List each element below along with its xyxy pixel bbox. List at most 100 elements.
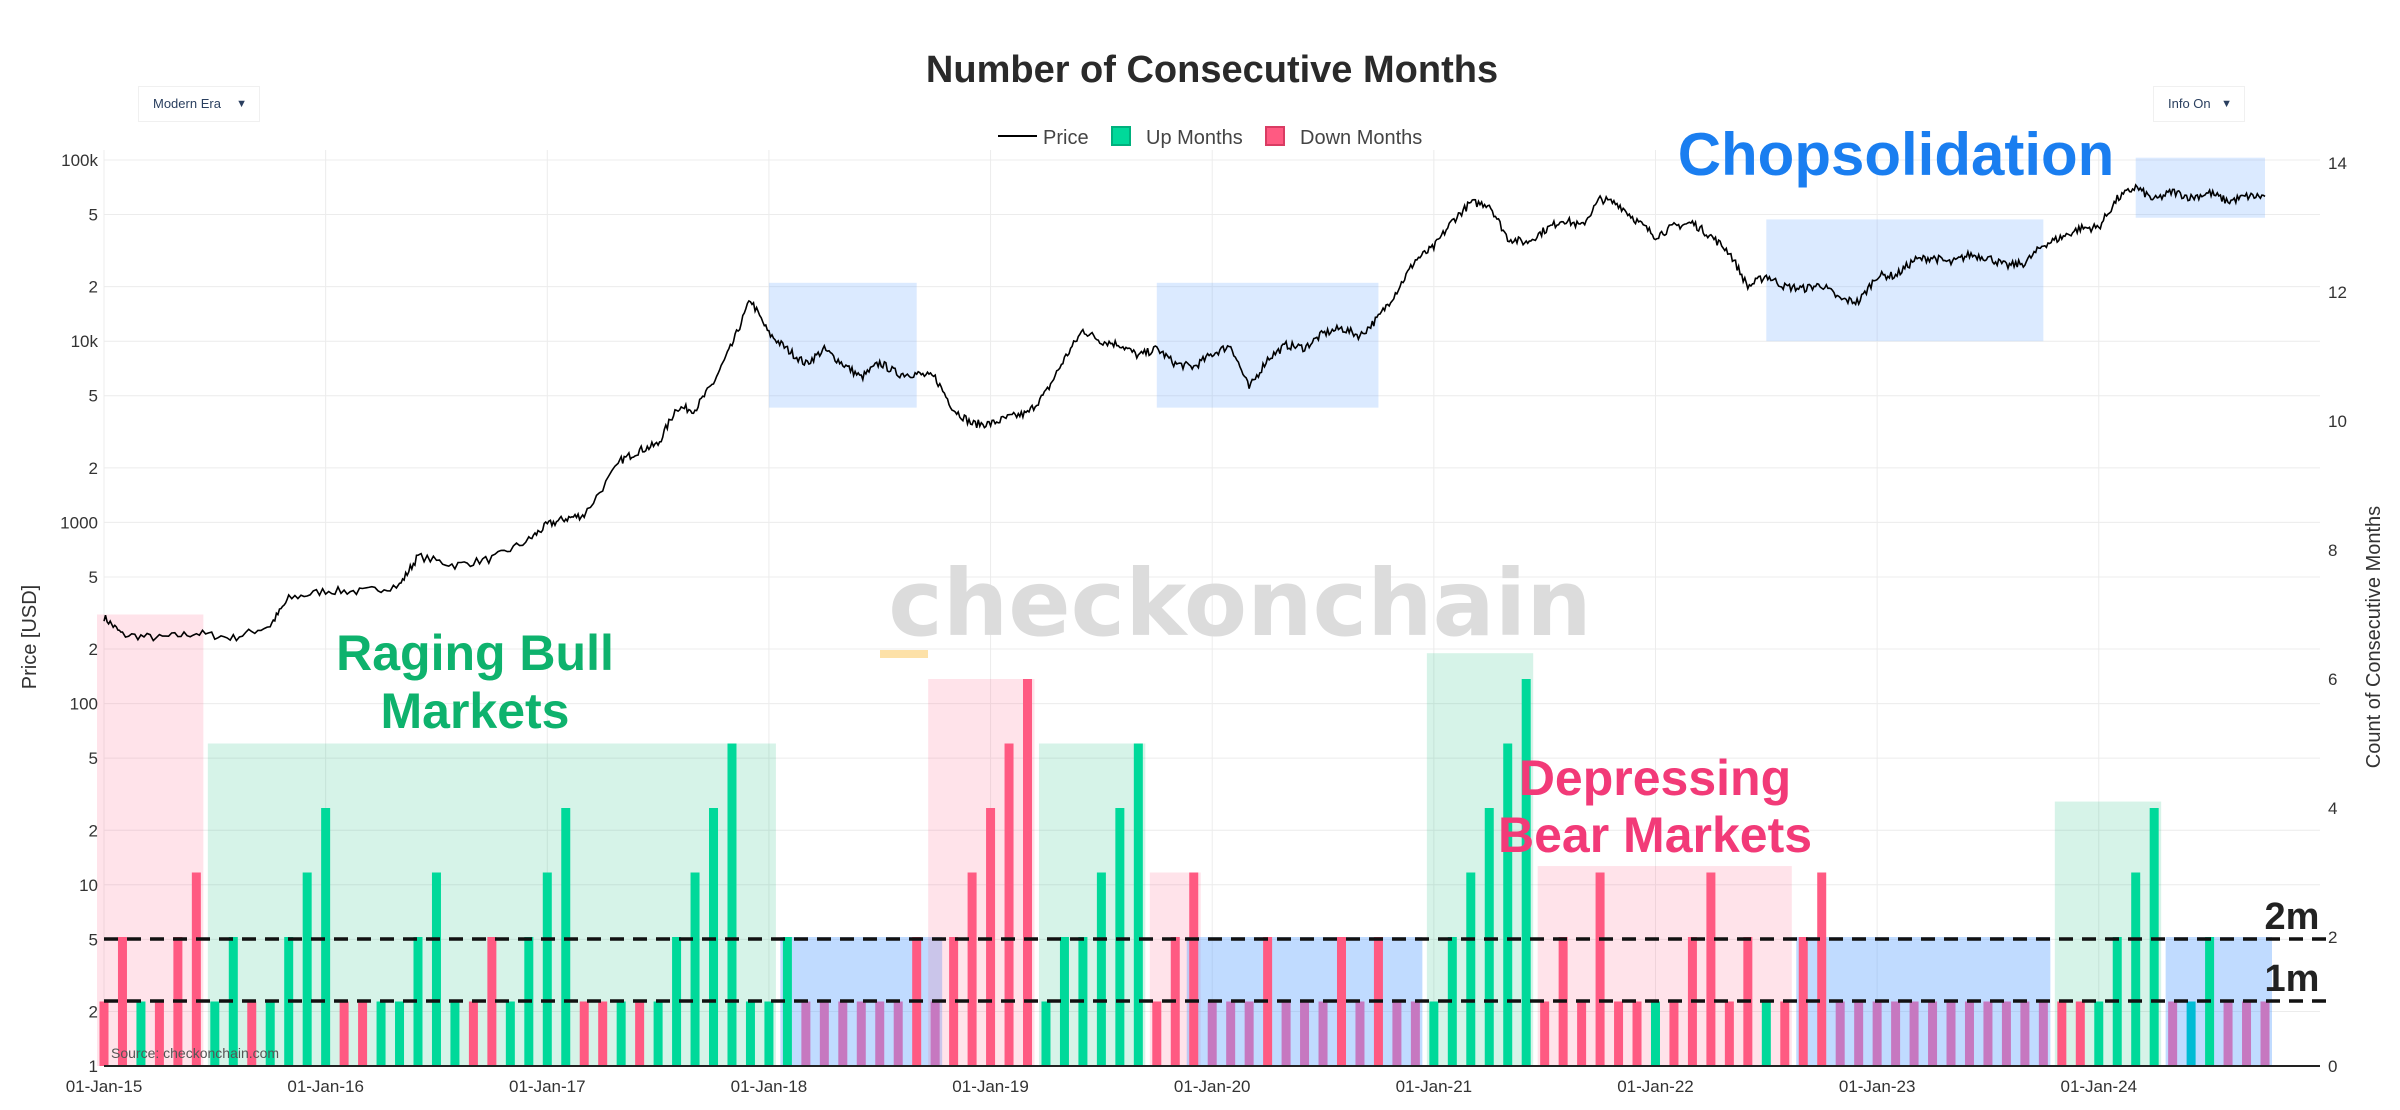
annotation-raging-bull-line1: Raging Bull [336, 625, 614, 681]
bar-up-2018-02 [782, 937, 792, 1066]
bar-down-2019-02 [1004, 743, 1014, 1066]
regime-zone-bear [928, 679, 1035, 1066]
x-tick-label: 01-Jan-18 [731, 1077, 808, 1096]
y-left-tick-label: 2 [89, 1002, 98, 1021]
bar-down-2015-04 [154, 1001, 164, 1066]
bar-down-2016-10 [487, 937, 497, 1066]
bar-down-2022-04 [1706, 872, 1716, 1066]
bar-up-2016-05 [395, 1001, 405, 1066]
bar-down-2021-12 [1632, 1001, 1642, 1066]
bar-down-2022-12 [1854, 1001, 1864, 1066]
bar-up-2021-03 [1466, 872, 1476, 1066]
bar-down-2019-12 [1189, 872, 1199, 1066]
legend: Price Up Months Down Months [998, 126, 1422, 149]
y-right-tick-label: 0 [2328, 1057, 2337, 1076]
bar-down-2020-09 [1355, 1001, 1365, 1066]
bar-up-2019-04 [1041, 1001, 1051, 1066]
bar-down-2016-03 [358, 1001, 368, 1066]
bar-down-2023-09 [2020, 1001, 2030, 1066]
legend-price-label[interactable]: Price [1043, 127, 1089, 149]
bar-up-2015-07 [210, 1001, 220, 1066]
bar-down-2017-06 [635, 1001, 645, 1066]
bar-down-2023-01 [1872, 1001, 1882, 1066]
chart-title: Number of Consecutive Months [926, 49, 1498, 91]
bar-down-2022-09 [1798, 937, 1808, 1066]
y-left-tick-labels: 1 2 5 10 2 5 100 2 5 1000 2 5 10k 2 5 100k [60, 151, 98, 1076]
bar-up-2017-02 [561, 808, 571, 1066]
bar-down-2015-06 [191, 872, 201, 1066]
y-left-tick-label: 5 [89, 749, 98, 768]
legend-down-label[interactable]: Down Months [1300, 127, 1422, 149]
chevron-down-icon: ▼ [236, 98, 247, 110]
annotation-depressing-bear-line2: Bear Markets [1498, 807, 1812, 863]
y-left-tick-label: 5 [89, 568, 98, 587]
bar-down-2022-10 [1817, 872, 1827, 1066]
regime-zone-bull [1038, 743, 1146, 1066]
annotation-chopsolidation: Chopsolidation [1678, 121, 2115, 188]
x-tick-label: 01-Jan-15 [66, 1077, 143, 1096]
bar-down-2018-06 [856, 1001, 866, 1066]
y-left-tick-label: 2 [89, 821, 98, 840]
chop-price-box [1156, 282, 1379, 408]
legend-up-label[interactable]: Up Months [1146, 127, 1243, 149]
bar-up-2017-01 [542, 872, 552, 1066]
y-left-tick-label: 100 [70, 695, 98, 714]
legend-up-swatch [1111, 126, 1131, 146]
bar-up-2019-07 [1096, 872, 1106, 1066]
bar-down-2020-03 [1244, 1001, 1254, 1066]
y-left-tick-label: 2 [89, 640, 98, 659]
bar-up-2018-01 [764, 1001, 774, 1066]
bar-down-2015-01 [99, 1001, 109, 1066]
bar-down-2016-09 [468, 1001, 478, 1066]
bar-down-2020-11 [1392, 1001, 1402, 1066]
chop-price-box [2135, 157, 2265, 218]
y-right-tick-label: 2 [2328, 928, 2337, 947]
x-tick-labels: 01-Jan-15 01-Jan-16 01-Jan-17 01-Jan-18 01-J… [66, 1077, 2137, 1096]
y-left-tick-label: 10 [79, 876, 98, 895]
bar-down-2018-07 [875, 1001, 885, 1066]
info-dropdown[interactable]: Info On ▼ [2153, 86, 2245, 122]
bar-down-2023-11 [2057, 1001, 2067, 1066]
y-left-axis-title: Price [USD] [19, 585, 41, 689]
bar-down-2024-08 [2223, 1001, 2233, 1066]
chop-price-boxes [768, 157, 2265, 408]
watermark-accent [880, 650, 928, 658]
bar-down-2021-11 [1614, 1001, 1624, 1066]
bar-down-2023-06 [1964, 1001, 1974, 1066]
y-right-tick-labels: 0 2 4 6 8 10 12 14 [2328, 154, 2347, 1076]
bar-up-2016-11 [505, 1001, 515, 1066]
bar-up-2016-01 [321, 808, 331, 1066]
bar-down-2021-09 [1577, 1001, 1587, 1066]
bar-up-2022-01 [1650, 1001, 1660, 1066]
bar-down-2020-07 [1318, 1001, 1328, 1066]
info-dropdown-value: Info On [2168, 96, 2211, 111]
regime-zone-bull [2054, 801, 2162, 1066]
bar-down-2023-07 [1983, 1001, 1993, 1066]
bar-down-2023-05 [1946, 1001, 1956, 1066]
regime-zone-bear [1537, 866, 1792, 1066]
bar-down-2023-04 [1928, 1001, 1938, 1066]
bar-up-2015-12 [302, 872, 312, 1066]
bar-up-2017-11 [727, 743, 737, 1066]
bar-down-2022-08 [1780, 1001, 1790, 1066]
bar-up-2017-12 [745, 1001, 755, 1066]
y-left-tick-label: 5 [89, 930, 98, 949]
x-tick-label: 01-Jan-21 [1396, 1077, 1473, 1096]
y-right-tick-label: 8 [2328, 541, 2337, 560]
bar-up-2021-06 [1521, 679, 1531, 1066]
x-tick-label: 01-Jan-24 [2060, 1077, 2137, 1096]
annotation-raging-bull-line2: Markets [381, 683, 570, 739]
bar-up-2021-05 [1503, 743, 1513, 1066]
era-dropdown[interactable]: Modern Era ▼ [138, 86, 260, 122]
bar-up-2015-03 [136, 1001, 146, 1066]
bar-down-2024-09 [2242, 1001, 2252, 1066]
bar-up-2021-01 [1429, 1001, 1439, 1066]
bar-down-2018-12 [967, 872, 977, 1066]
bar-up-2017-05 [616, 1001, 626, 1066]
bar-up-2017-10 [709, 808, 719, 1066]
era-dropdown-value: Modern Era [153, 96, 221, 111]
chop-price-box [768, 282, 917, 408]
annotation-depressing-bear-line1: Depressing [1519, 750, 1791, 806]
y-right-tick-label: 12 [2328, 283, 2347, 302]
bar-up-2017-09 [690, 872, 700, 1066]
